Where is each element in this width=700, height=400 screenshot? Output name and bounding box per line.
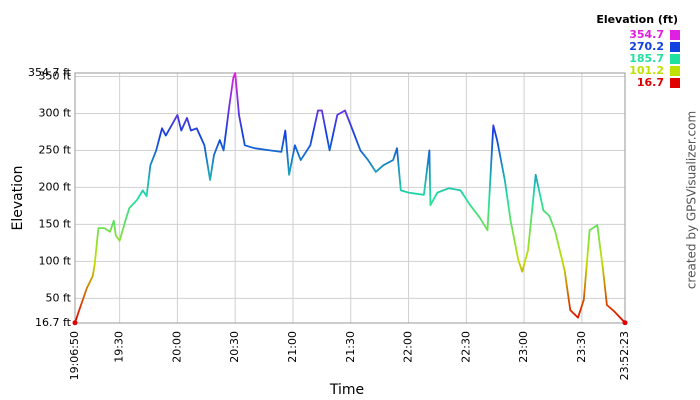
legend-swatch bbox=[670, 66, 680, 76]
legend-label: 270.2 bbox=[629, 40, 664, 53]
y-tick-label: 200 ft bbox=[39, 180, 72, 193]
y-axis-title: Elevation bbox=[10, 165, 26, 230]
elevation-line bbox=[74, 72, 626, 324]
y-tick-label: 354.7 ft bbox=[28, 66, 72, 79]
x-tick-label: 22:00 bbox=[402, 331, 415, 363]
y-tick-label: 50 ft bbox=[46, 291, 72, 304]
legend-swatch bbox=[670, 30, 680, 40]
legend-swatch bbox=[670, 42, 680, 52]
credit: created by GPSVisualizer.com bbox=[685, 111, 699, 289]
x-tick-label: 23:30 bbox=[575, 331, 588, 363]
y-tick-label: 16.7 ft bbox=[35, 316, 72, 329]
legend-label: 185.7 bbox=[629, 52, 664, 65]
x-tick-label: 19:30 bbox=[113, 331, 126, 363]
endpoint bbox=[72, 320, 78, 326]
x-tick-label: 23:52:23 bbox=[618, 331, 631, 380]
plot-border bbox=[74, 72, 626, 324]
x-axis-title: Time bbox=[329, 382, 364, 398]
x-tick-label: 23:00 bbox=[517, 331, 530, 363]
legend-swatch bbox=[670, 78, 680, 88]
x-tick-label: 19:06:50 bbox=[68, 331, 81, 380]
legend-swatch bbox=[670, 54, 680, 64]
y-tick-label: 350 ft bbox=[39, 69, 72, 82]
y-tick-label: 300 ft bbox=[39, 106, 72, 119]
x-tick-label: 21:00 bbox=[286, 331, 299, 363]
legend-label: 354.7 bbox=[629, 28, 664, 41]
x-tick-label: 21:30 bbox=[344, 331, 357, 363]
y-tick-label: 150 ft bbox=[39, 217, 72, 230]
y-tick-label: 250 ft bbox=[39, 143, 72, 156]
legend-title: Elevation (ft) bbox=[596, 13, 678, 26]
legend-label: 16.7 bbox=[637, 76, 664, 89]
endpoint bbox=[622, 320, 628, 326]
x-tick-label: 20:00 bbox=[170, 331, 183, 363]
x-tick-label: 20:30 bbox=[228, 331, 241, 363]
legend-label: 101.2 bbox=[629, 64, 664, 77]
y-tick-label: 100 ft bbox=[39, 254, 72, 267]
x-tick-label: 22:30 bbox=[459, 331, 472, 363]
